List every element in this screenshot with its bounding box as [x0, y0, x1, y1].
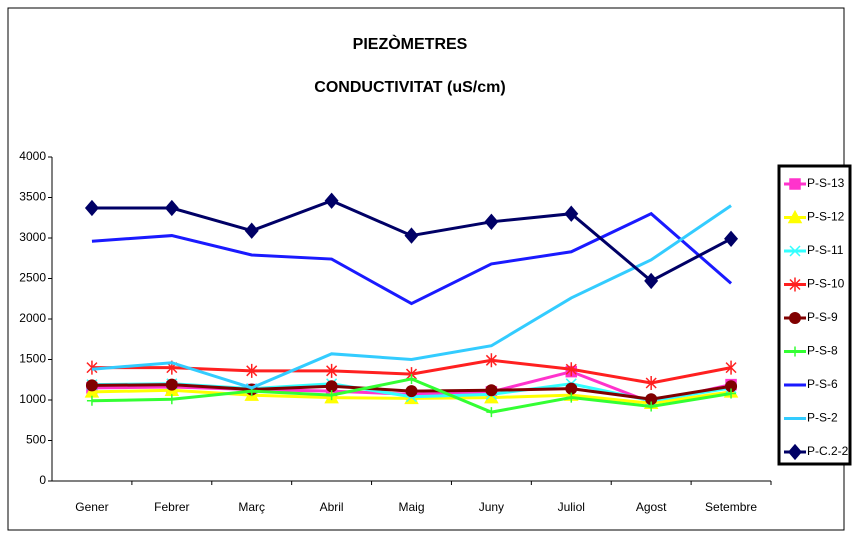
marker	[790, 346, 800, 357]
marker	[486, 407, 497, 418]
marker	[726, 388, 737, 399]
legend-label: P-S-6	[807, 377, 838, 391]
marker	[725, 380, 738, 393]
marker	[485, 353, 497, 368]
marker	[406, 373, 417, 384]
legend-label: P-S-11	[807, 243, 844, 257]
marker	[404, 227, 419, 244]
marker	[86, 395, 97, 406]
x-tick-label: Gener	[75, 500, 108, 514]
marker	[484, 213, 499, 230]
marker	[85, 379, 98, 392]
y-tick-label: 1500	[19, 352, 46, 366]
marker	[326, 390, 337, 401]
marker	[244, 222, 259, 239]
marker	[789, 178, 801, 190]
marker	[646, 401, 657, 412]
marker	[84, 199, 99, 217]
marker	[326, 363, 338, 378]
y-tick-label: 1000	[19, 392, 46, 406]
y-tick-label: 2500	[19, 271, 46, 285]
legend-label: P-S-8	[807, 344, 838, 358]
marker	[86, 360, 98, 375]
marker	[789, 245, 801, 257]
marker	[564, 205, 579, 222]
marker	[645, 393, 658, 406]
legend-label: P-S-10	[807, 277, 845, 291]
chart-border	[7, 7, 845, 531]
legend-label: P-S-2	[807, 411, 838, 425]
marker	[565, 382, 578, 395]
marker	[485, 384, 498, 397]
marker	[325, 380, 338, 393]
marker	[787, 209, 803, 224]
x-tick-label: Febrer	[154, 500, 189, 514]
y-tick-label: 0	[39, 473, 46, 487]
series-line	[91, 211, 733, 306]
marker	[246, 363, 258, 378]
x-tick-label: Maig	[398, 500, 424, 514]
marker	[324, 192, 339, 209]
chart-subtitle: CONDUCTIVITAT (uS/cm)	[314, 79, 505, 96]
y-tick-label: 3000	[19, 230, 46, 244]
marker	[644, 272, 659, 290]
x-tick-label: Setembre	[705, 500, 757, 514]
series-line	[91, 204, 732, 390]
marker	[789, 312, 801, 324]
y-tick-label: 500	[26, 433, 46, 447]
legend-label: P-S-13	[807, 176, 845, 190]
legend-label: P-S-12	[807, 210, 845, 224]
marker	[165, 378, 178, 391]
marker	[788, 443, 802, 461]
marker	[724, 230, 739, 247]
marker	[166, 394, 177, 405]
x-tick-label: Juliol	[558, 500, 585, 514]
chart-title: PIEZÒMETRES	[353, 34, 468, 53]
x-tick-label: Març	[238, 500, 265, 514]
x-tick-label: Abril	[320, 500, 344, 514]
y-tick-label: 4000	[19, 149, 46, 163]
marker	[565, 362, 577, 377]
legend-label: P-C.2-2	[807, 444, 849, 458]
marker	[164, 199, 179, 217]
x-tick-label: Juny	[479, 500, 504, 514]
marker	[645, 375, 657, 390]
marker	[566, 392, 577, 403]
y-tick-label: 2000	[19, 311, 46, 325]
marker	[725, 360, 737, 375]
x-tick-label: Agost	[636, 500, 667, 514]
legend-label: P-S-9	[807, 310, 838, 324]
marker	[405, 385, 418, 398]
y-tick-label: 3500	[19, 190, 46, 204]
marker	[789, 277, 801, 292]
